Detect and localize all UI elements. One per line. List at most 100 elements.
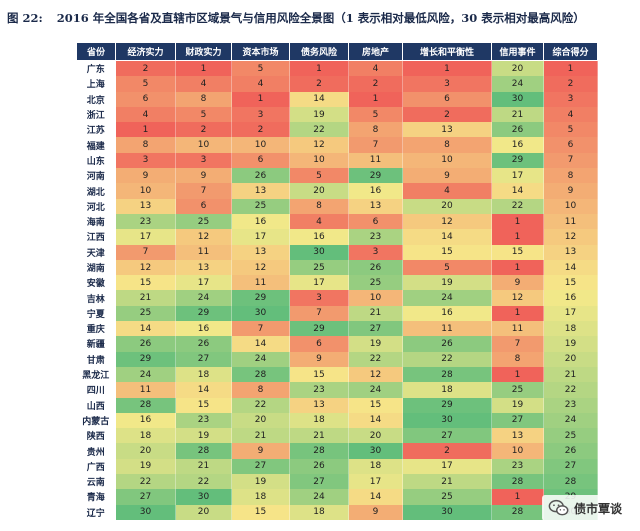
table-row: 内蒙古 16 23 20 18 14 30 27 24 — [76, 412, 598, 429]
column-header: 增长和平衡性 — [402, 42, 492, 61]
rank-cell: 3 — [175, 152, 232, 169]
rank-cell: 9 — [491, 275, 544, 291]
wechat-icon — [548, 499, 569, 516]
rank-cell: 4 — [543, 106, 598, 123]
rank-cell: 26 — [348, 259, 403, 276]
rank-cell: 3 — [543, 91, 598, 107]
rank-cell: 16 — [348, 183, 403, 199]
rank-cell: 23 — [115, 213, 176, 230]
province-label: 云南 — [76, 474, 116, 490]
rank-cell: 4 — [115, 106, 176, 123]
rank-cell: 7 — [231, 321, 290, 337]
rank-cell: 26 — [231, 168, 290, 184]
rank-cell: 24 — [348, 382, 403, 398]
rank-cell: 17 — [348, 474, 403, 490]
figure-number: 图 22: — [7, 11, 43, 25]
province-label: 海南 — [76, 213, 116, 230]
rank-cell: 1 — [115, 122, 176, 138]
rank-cell: 12 — [115, 259, 176, 276]
rank-cell: 30 — [402, 504, 492, 520]
table-row: 湖北 10 7 13 20 16 4 14 9 — [76, 183, 598, 199]
province-label: 江西 — [76, 229, 116, 245]
rank-cell: 18 — [348, 458, 403, 475]
rank-cell: 30 — [231, 305, 290, 322]
column-header: 债务风险 — [289, 42, 349, 61]
rank-cell: 26 — [491, 122, 544, 138]
rank-cell: 10 — [402, 152, 492, 169]
table-row: 河南 9 9 26 5 29 9 17 8 — [76, 168, 598, 184]
rank-cell: 17 — [231, 229, 290, 245]
rank-cell: 6 — [289, 336, 349, 352]
rank-cell: 3 — [231, 106, 290, 123]
rank-cell: 28 — [543, 474, 598, 490]
rank-cell: 15 — [289, 366, 349, 383]
rank-cell: 8 — [115, 137, 176, 153]
rank-cell: 27 — [543, 458, 598, 475]
rank-cell: 18 — [402, 382, 492, 398]
table-row: 新疆 26 26 14 6 19 26 7 19 — [76, 336, 598, 352]
rank-cell: 1 — [491, 229, 544, 245]
table-row: 安徽 15 17 11 17 25 19 9 15 — [76, 275, 598, 291]
rank-cell: 4 — [175, 76, 232, 92]
rank-cell: 13 — [231, 244, 290, 260]
rank-cell: 19 — [289, 106, 349, 123]
rank-cell: 17 — [543, 305, 598, 322]
table-row: 福建 8 10 10 12 7 8 16 6 — [76, 137, 598, 153]
rank-cell: 9 — [348, 504, 403, 520]
rank-cell: 7 — [289, 305, 349, 322]
rank-cell: 29 — [115, 351, 176, 367]
table-row: 重庆 14 16 7 29 27 11 11 18 — [76, 321, 598, 337]
rank-cell: 16 — [491, 137, 544, 153]
rank-cell: 11 — [491, 321, 544, 337]
rank-cell: 16 — [289, 229, 349, 245]
rank-cell: 21 — [115, 290, 176, 306]
rank-cell: 6 — [115, 91, 176, 107]
rank-cell: 23 — [289, 382, 349, 398]
rank-cell: 16 — [175, 321, 232, 337]
rank-cell: 20 — [348, 428, 403, 444]
rank-cell: 22 — [402, 351, 492, 367]
figure-title: 图 22: 2016 年全国各省及直辖市区域景气与信用风险全景图（1 表示相对最低… — [7, 10, 637, 26]
rank-cell: 14 — [402, 229, 492, 245]
rank-cell: 7 — [491, 336, 544, 352]
rank-cell: 17 — [289, 275, 349, 291]
table-row: 贵州 20 28 9 28 30 2 10 26 — [76, 443, 598, 459]
rank-cell: 27 — [491, 412, 544, 429]
province-label: 福建 — [76, 137, 116, 153]
province-label: 宁夏 — [76, 305, 116, 322]
rank-cell: 1 — [289, 60, 349, 77]
rank-cell: 11 — [348, 152, 403, 169]
province-label: 辽宁 — [76, 504, 116, 520]
rank-cell: 22 — [348, 351, 403, 367]
rank-cell: 20 — [491, 60, 544, 77]
rank-cell: 12 — [289, 137, 349, 153]
rank-cell: 25 — [289, 259, 349, 276]
rank-cell: 19 — [115, 458, 176, 475]
rank-cell: 9 — [289, 351, 349, 367]
rank-cell: 3 — [348, 244, 403, 260]
province-label: 贵州 — [76, 443, 116, 459]
rank-cell: 28 — [491, 504, 544, 520]
rank-cell: 16 — [115, 412, 176, 429]
rank-cell: 2 — [115, 60, 176, 77]
rank-cell: 21 — [491, 106, 544, 123]
rank-cell: 13 — [491, 428, 544, 444]
table-row: 广东 2 1 5 1 4 1 20 1 — [76, 60, 598, 77]
rank-cell: 6 — [175, 198, 232, 214]
rank-cell: 10 — [115, 183, 176, 199]
table-row: 山西 28 15 22 13 15 29 19 23 — [76, 397, 598, 413]
province-label: 黑龙江 — [76, 366, 116, 383]
rank-cell: 3 — [402, 76, 492, 92]
rank-cell: 13 — [175, 259, 232, 276]
rank-cell: 26 — [115, 336, 176, 352]
column-header: 房地产 — [348, 42, 403, 61]
province-label: 北京 — [76, 91, 116, 107]
rank-cell: 30 — [348, 443, 403, 459]
rank-cell: 21 — [231, 428, 290, 444]
rank-cell: 15 — [543, 275, 598, 291]
rank-cell: 4 — [231, 76, 290, 92]
table-row: 湖南 12 13 12 25 26 5 1 14 — [76, 259, 598, 276]
rank-cell: 30 — [402, 412, 492, 429]
rank-cell: 15 — [348, 397, 403, 413]
rank-cell: 6 — [348, 213, 403, 230]
